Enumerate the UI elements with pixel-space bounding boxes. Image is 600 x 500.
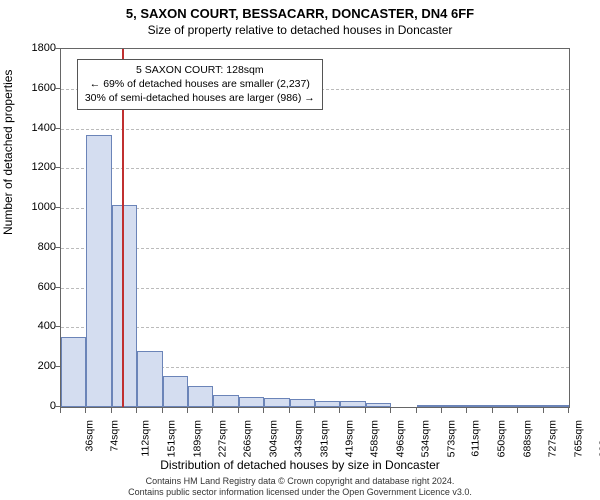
x-tick-mark [365,408,366,413]
bar [239,397,264,407]
x-tick-label: 227sqm [216,420,228,457]
grid-line [61,327,569,328]
y-tick-label: 1200 [6,161,56,173]
x-tick-label: 534sqm [420,420,432,457]
x-tick-mark [543,408,544,413]
footer-line2: Contains public sector information licen… [0,487,600,497]
x-tick-mark [517,408,518,413]
x-tick-mark [314,408,315,413]
x-tick-label: 381sqm [318,420,330,457]
x-tick-mark [60,408,61,413]
x-tick-label: 458sqm [369,420,381,457]
bar [112,205,137,407]
x-tick-label: 266sqm [242,420,254,457]
bar [264,398,289,407]
x-tick-label: 688sqm [521,420,533,457]
x-tick-mark [441,408,442,413]
bar [417,405,442,407]
bar [442,405,467,407]
bar [467,405,492,407]
annotation-line1: 5 SAXON COURT: 128sqm [85,63,315,77]
bar [86,135,111,407]
y-tick-mark [55,167,60,168]
x-axis-label: Distribution of detached houses by size … [0,458,600,472]
bar [163,376,188,407]
grid-line [61,129,569,130]
chart-container: 5, SAXON COURT, BESSACARR, DONCASTER, DN… [0,0,600,500]
x-tick-mark [492,408,493,413]
x-tick-mark [339,408,340,413]
bar [340,401,365,407]
annotation-line2: ← 69% of detached houses are smaller (2,… [85,77,315,91]
x-tick-label: 304sqm [267,420,279,457]
y-tick-label: 600 [6,281,56,293]
x-tick-label: 727sqm [547,420,559,457]
y-tick-label: 800 [6,241,56,253]
bar [366,403,391,407]
footer-line1: Contains HM Land Registry data © Crown c… [0,476,600,486]
x-tick-label: 112sqm [139,420,151,457]
bar [213,395,238,407]
x-tick-label: 343sqm [293,420,305,457]
x-tick-label: 36sqm [84,420,96,452]
x-tick-mark [136,408,137,413]
y-tick-label: 1000 [6,201,56,213]
x-tick-label: 496sqm [394,420,406,457]
y-tick-label: 1800 [6,42,56,54]
x-tick-label: 611sqm [470,420,482,457]
footer-text: Contains HM Land Registry data © Crown c… [0,476,600,497]
x-tick-label: 189sqm [191,420,203,457]
y-tick-mark [55,326,60,327]
y-tick-mark [55,48,60,49]
y-tick-mark [55,406,60,407]
x-tick-mark [111,408,112,413]
x-tick-mark [238,408,239,413]
x-tick-mark [466,408,467,413]
bar [137,351,162,407]
x-tick-mark [85,408,86,413]
x-tick-mark [162,408,163,413]
bar [493,405,518,407]
annotation-line3: 30% of semi-detached houses are larger (… [85,91,315,105]
bar [518,405,543,407]
x-tick-mark [390,408,391,413]
bar [315,401,340,407]
x-tick-mark [289,408,290,413]
grid-line [61,208,569,209]
x-tick-label: 765sqm [572,420,584,457]
chart-subtitle: Size of property relative to detached ho… [0,21,600,37]
y-tick-mark [55,88,60,89]
x-tick-mark [416,408,417,413]
x-tick-mark [187,408,188,413]
x-tick-label: 573sqm [445,420,457,457]
x-tick-mark [263,408,264,413]
x-tick-mark [568,408,569,413]
grid-line [61,248,569,249]
grid-line [61,288,569,289]
y-tick-label: 1400 [6,122,56,134]
x-tick-label: 419sqm [343,420,355,457]
chart-title: 5, SAXON COURT, BESSACARR, DONCASTER, DN… [0,0,600,21]
bar [290,399,315,407]
y-tick-label: 200 [6,360,56,372]
y-tick-mark [55,366,60,367]
x-tick-mark [212,408,213,413]
y-tick-label: 0 [6,400,56,412]
y-tick-mark [55,287,60,288]
y-tick-label: 1600 [6,82,56,94]
x-tick-label: 74sqm [109,420,121,452]
annotation-box: 5 SAXON COURT: 128sqm ← 69% of detached … [77,59,323,110]
bar [61,337,86,407]
grid-line [61,168,569,169]
y-tick-mark [55,128,60,129]
y-tick-mark [55,207,60,208]
plot-area: 5 SAXON COURT: 128sqm ← 69% of detached … [60,48,570,408]
x-tick-label: 151sqm [166,420,178,457]
y-tick-label: 400 [6,320,56,332]
x-tick-label: 650sqm [496,420,508,457]
bar [188,386,213,407]
bar [544,405,569,407]
y-tick-mark [55,247,60,248]
